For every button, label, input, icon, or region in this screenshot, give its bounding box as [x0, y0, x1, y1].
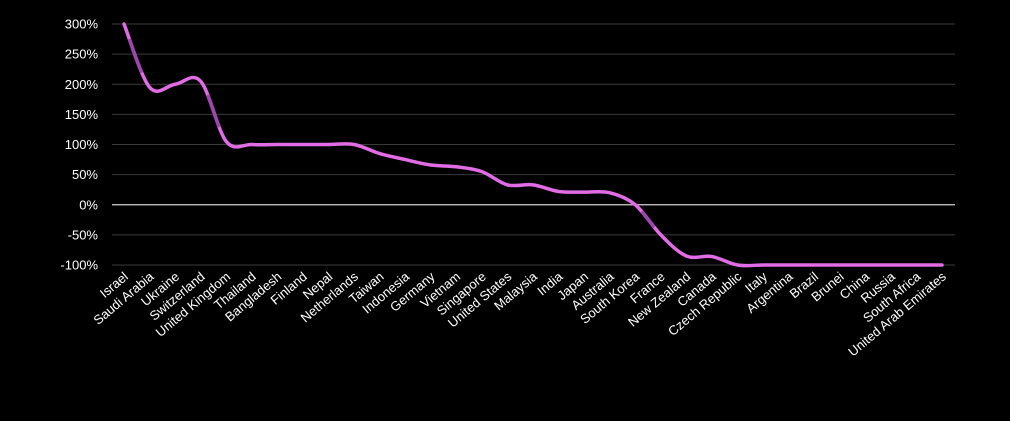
series-line [122, 22, 944, 268]
y-tick-label: 300% [65, 17, 99, 32]
data-point [940, 263, 944, 267]
y-tick-label: 0% [79, 197, 98, 212]
data-point [684, 254, 688, 258]
data-point [275, 143, 279, 147]
series-line-group [122, 22, 944, 268]
data-point [122, 22, 126, 26]
data-point [633, 203, 637, 207]
data-point [863, 263, 867, 267]
y-tick-label: 250% [65, 47, 99, 62]
y-tick-label: 50% [72, 167, 98, 182]
y-tick-label: -50% [68, 227, 99, 242]
data-point [224, 139, 228, 143]
y-tick-label: 200% [65, 77, 99, 92]
data-point [429, 163, 433, 167]
data-point [250, 143, 254, 147]
y-axis-ticks: 300% 250% 200% 150% 100% 50% 0% -50% -100% [60, 17, 98, 273]
data-point [736, 263, 740, 267]
data-point [327, 143, 331, 147]
data-point [199, 79, 203, 83]
data-point [761, 263, 765, 267]
data-point [480, 170, 484, 174]
data-point [352, 143, 356, 147]
data-point [557, 189, 561, 193]
y-tick-label: 100% [65, 137, 99, 152]
data-point [608, 191, 612, 195]
data-point [454, 165, 458, 169]
series-line-shade [641, 210, 655, 228]
data-point [659, 233, 663, 237]
data-point [505, 183, 509, 187]
data-point [403, 158, 407, 162]
data-point [531, 183, 535, 187]
data-point [582, 190, 586, 194]
data-point [148, 85, 152, 89]
data-point [710, 255, 714, 259]
data-point [889, 263, 893, 267]
data-point [173, 82, 177, 86]
data-point [378, 152, 382, 156]
data-point [301, 143, 305, 147]
data-point [812, 263, 816, 267]
series-line-shade [206, 94, 221, 128]
y-tick-label: -100% [60, 258, 98, 273]
grid-lines [112, 23, 955, 266]
series-line-shade [128, 38, 143, 73]
data-point [787, 263, 791, 267]
y-tick-label: 150% [65, 107, 99, 122]
data-point [838, 263, 842, 267]
data-point [914, 263, 918, 267]
